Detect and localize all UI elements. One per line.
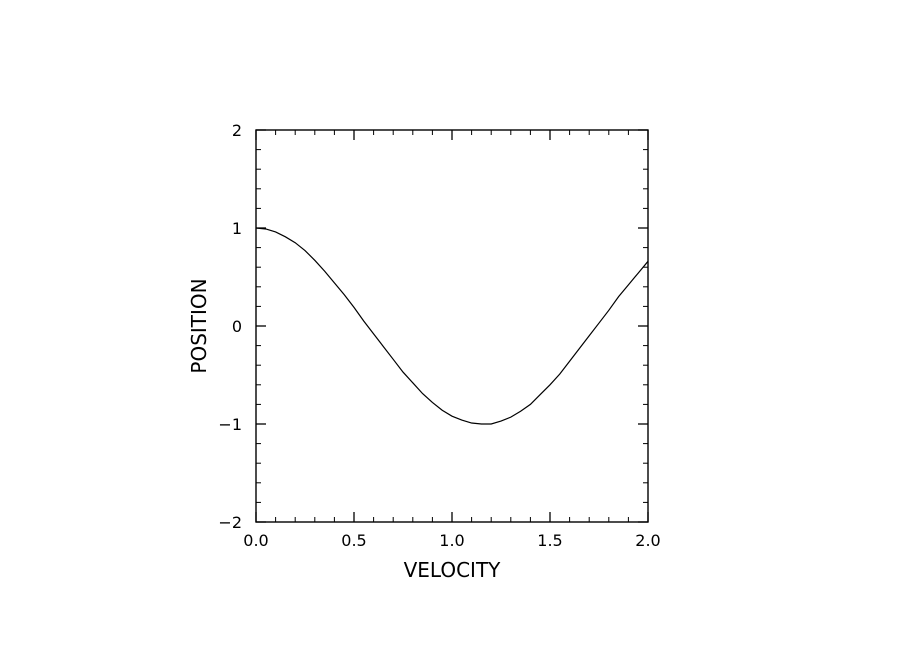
minor-ticks [255,129,649,523]
x-tick-label: 1.0 [439,531,464,550]
y-tick-label: −1 [218,415,242,434]
x-tick-label: 0.0 [243,531,268,550]
plot-area [255,129,649,523]
y-tick-labels: −2 −1 0 1 2 [218,121,242,532]
x-axis-label: VELOCITY [404,558,502,582]
x-tick-label: 2.0 [635,531,660,550]
y-tick-label: 0 [232,317,242,336]
x-tick-label: 1.5 [537,531,562,550]
y-tick-label: −2 [218,513,242,532]
plot-frame [255,129,649,523]
x-tick-label: 0.5 [341,531,366,550]
y-tick-label: 2 [232,121,242,140]
x-tick-labels: 0.0 0.5 1.0 1.5 2.0 [243,531,660,550]
series-line-1 [255,227,649,425]
y-axis-label: POSITION [187,278,211,373]
series-layer [255,227,649,425]
major-ticks [255,129,649,523]
y-tick-label: 1 [232,219,242,238]
